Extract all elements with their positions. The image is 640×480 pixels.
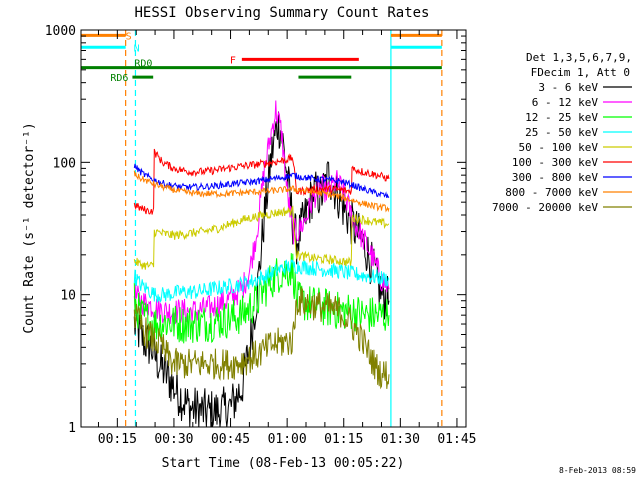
x-axis-label: Start Time (08-Feb-13 00:05:22) (162, 456, 405, 471)
legend-header-line-1: Det 1,3,5,6,7,9, (526, 51, 632, 64)
series-line-5 (133, 148, 390, 215)
flag-label-rd0: RD0 (134, 59, 152, 70)
legend-label-6: 300 - 800 keV (512, 171, 598, 184)
legend: Det 1,3,5,6,7,9, FDecim 1, Att 0 3 - 6 k… (492, 51, 632, 214)
timestamp: 8-Feb-2013 08:59 (559, 466, 636, 475)
legend-header-line-2: FDecim 1, Att 0 (531, 66, 630, 79)
legend-label-8: 7000 - 20000 keV (492, 201, 598, 214)
y-tick-label: 1000 (45, 24, 76, 39)
series-line-4 (133, 205, 390, 270)
flag-label-n: N (134, 43, 140, 54)
plot-frame (80, 29, 467, 428)
x-tick-label: 01:45 (437, 432, 476, 447)
legend-label-5: 100 - 300 keV (512, 156, 598, 169)
series-line-8 (133, 286, 390, 390)
legend-label-0: 3 - 6 keV (538, 81, 598, 94)
legend-label-3: 25 - 50 keV (525, 126, 598, 139)
y-tick-label: 100 (53, 156, 76, 171)
flag-label-s: S (126, 31, 132, 42)
flag-label-rd6: RD6 (110, 73, 128, 84)
legend-label-1: 6 - 12 keV (532, 96, 599, 109)
series-line-0 (133, 111, 390, 428)
y-tick-label: 10 (60, 289, 76, 304)
x-tick-label: 01:30 (381, 432, 420, 447)
x-tick-label: 00:30 (154, 432, 193, 447)
series-line-1 (133, 100, 390, 325)
y-tick-label: 1 (68, 421, 76, 436)
flag-label-f: F (230, 55, 236, 66)
chart-title: HESSI Observing Summary Count Rates (134, 5, 429, 21)
x-tick-label: 00:15 (98, 432, 137, 447)
y-axis-label: Count Rate (s⁻¹ detector⁻¹) (22, 122, 37, 333)
x-tick-label: 00:45 (211, 432, 250, 447)
x-tick-label: 01:15 (324, 432, 363, 447)
series-line-3 (133, 259, 390, 303)
series-line-6 (133, 163, 390, 199)
series-line-2 (133, 253, 390, 344)
legend-label-4: 50 - 100 keV (519, 141, 599, 154)
series-line-7 (133, 170, 390, 213)
legend-label-7: 800 - 7000 keV (505, 186, 598, 199)
x-tick-label: 01:00 (268, 432, 307, 447)
plot-layer: SN F RD0 RD6 (81, 30, 443, 428)
legend-label-2: 12 - 25 keV (525, 111, 598, 124)
axis-layer: 1 10 100 1000 00:15 00:30 00:45 01:00 01:15 01:30… (45, 24, 477, 447)
